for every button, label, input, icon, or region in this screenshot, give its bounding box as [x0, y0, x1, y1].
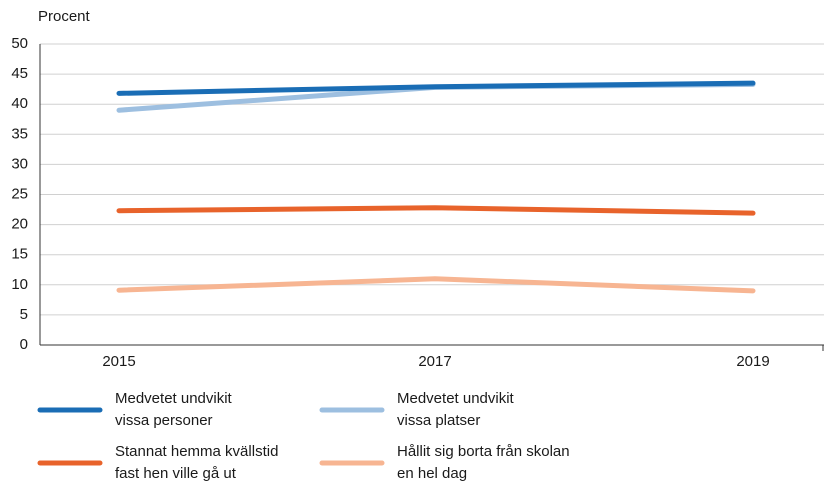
line: [116, 80, 756, 96]
line: [116, 276, 756, 294]
x-tick-label: 2019: [736, 353, 769, 370]
y-tick-label: 0: [20, 336, 28, 353]
legend-label: Hållit sig borta från skolan en hel dag: [397, 443, 570, 482]
y-axis-label: Procent: [38, 8, 91, 25]
legend-label: Stannat hemma kvällstid fast hen ville gå…: [115, 443, 278, 482]
y-tick-label: 25: [11, 185, 28, 202]
y-tick-label: 15: [11, 246, 28, 263]
x-tick-label: 2017: [418, 353, 451, 370]
y-tick-label: 50: [11, 35, 28, 52]
x-tick-label: 2015: [102, 353, 135, 370]
y-tick-label: 20: [11, 216, 28, 233]
y-tick-label: 5: [20, 306, 28, 323]
legend-label: Medvetet undvikit vissa personer: [115, 390, 233, 429]
y-tick-label: 45: [11, 65, 28, 82]
y-tick-label: 35: [11, 125, 28, 142]
y-tick-label: 10: [11, 276, 28, 293]
y-tick-label: 30: [11, 155, 28, 172]
legend-label: Medvetet undvikit vissa platser: [397, 390, 515, 429]
line: [116, 205, 756, 216]
y-tick-label: 40: [11, 95, 28, 112]
